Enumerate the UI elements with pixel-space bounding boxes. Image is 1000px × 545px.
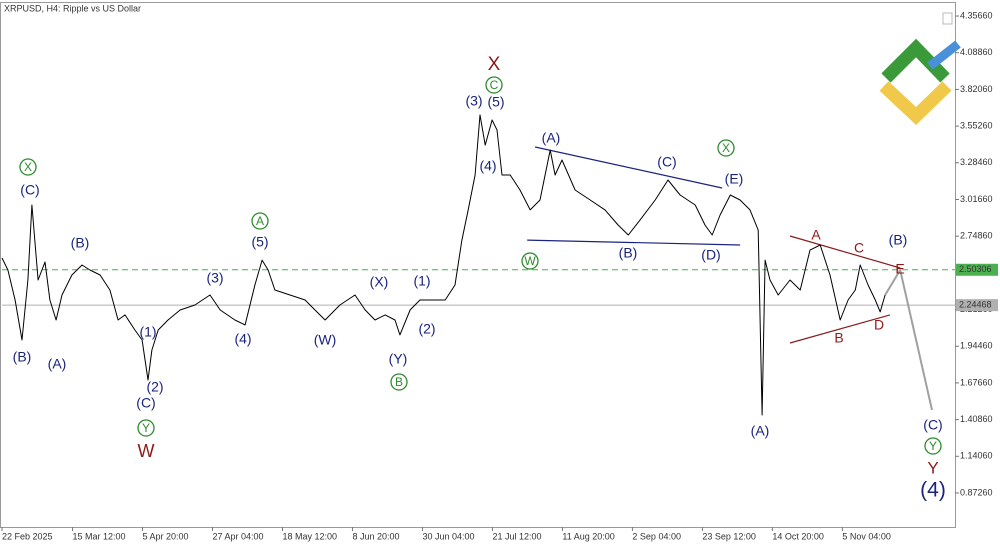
x-tick-label: 5 Nov 04:00: [842, 531, 891, 541]
y-tick-label: 3.55260: [960, 120, 993, 130]
wave-label: D: [874, 317, 884, 333]
wave-label: (B): [619, 245, 638, 261]
wave-circle: [251, 212, 269, 230]
y-tick-label: 2.74860: [960, 231, 993, 241]
x-tick-label: 8 Jun 20:00: [352, 531, 399, 541]
wave-label: B: [834, 330, 843, 346]
overlay-line: [527, 239, 741, 246]
wave-label: Y: [142, 421, 150, 435]
wave-label: Y: [929, 439, 937, 453]
wave-label: (X): [370, 274, 389, 290]
wave-label: (C): [923, 417, 942, 433]
x-tick-label: 11 Aug 20:00: [562, 531, 614, 541]
chart-title: XRPUSD, H4: Ripple vs US Dollar: [4, 3, 141, 13]
wave-circle: [137, 419, 155, 437]
wave-label: (4): [479, 158, 496, 174]
wave-label: C: [490, 78, 499, 92]
wave-label: (3): [465, 93, 482, 109]
wave-label: X: [488, 54, 501, 75]
wave-label: (E): [725, 171, 744, 187]
x-tick-label: 23 Sep 12:00: [702, 531, 756, 541]
y-tick-label: 0.87260: [960, 487, 993, 497]
wave-label: (3): [206, 270, 223, 286]
wave-label: (C): [136, 395, 155, 411]
wave-label: A: [811, 227, 821, 243]
logo-green: [881, 38, 950, 83]
logo-blue: [927, 40, 961, 70]
wave-label: W: [524, 254, 536, 268]
wave-label: (4): [920, 479, 946, 502]
wave-circle: [717, 139, 735, 157]
wave-label: (A): [542, 130, 561, 146]
x-tick-label: 30 Jun 04:00: [422, 531, 474, 541]
wave-label: X: [24, 160, 32, 174]
price-line-series: [1, 114, 886, 416]
y-tick-label: 1.14060: [960, 451, 993, 461]
price-label-box: [956, 263, 998, 276]
wave-label: (2): [418, 321, 435, 337]
y-tick-label: 3.82060: [960, 84, 993, 94]
wave-label: (2): [146, 379, 163, 395]
wave-circle: [924, 437, 942, 455]
wave-label: (B): [889, 232, 908, 248]
overlay-line: [789, 235, 901, 269]
x-tick-label: 18 May 12:00: [282, 531, 337, 541]
y-tick-label: 3.01660: [960, 194, 993, 204]
wave-circle: [521, 252, 539, 270]
wave-label: E: [895, 261, 904, 277]
wave-label: (5): [487, 94, 504, 110]
overlay-line: [789, 314, 891, 344]
x-tick-label: 5 Apr 20:00: [143, 531, 189, 541]
wave-label: (A): [751, 423, 770, 439]
wave-label: (C): [20, 182, 39, 198]
x-tick-label: 21 Jul 12:00: [492, 531, 541, 541]
wave-circle: [390, 373, 408, 391]
plot-frame: [0, 2, 956, 528]
x-tick-label: 14 Oct 20:00: [772, 531, 824, 541]
wave-label: (A): [48, 356, 67, 372]
wave-label: (5): [251, 234, 268, 250]
wave-label: Y: [927, 458, 938, 477]
wave-label: (B): [13, 349, 32, 365]
y-tick-label: 3.28460: [960, 157, 993, 167]
price-label: 2.24468: [959, 300, 992, 310]
overlay-line: [884, 269, 933, 411]
price-label-box: [956, 299, 998, 312]
price-label: 2.50306: [959, 264, 992, 274]
wave-label: (Y): [389, 351, 408, 367]
wave-label: (C): [657, 154, 676, 170]
wave-circle: [19, 158, 37, 176]
x-tick-label: 27 Apr 04:00: [213, 531, 264, 541]
wave-circle: [485, 76, 503, 94]
logo-yellow: [879, 81, 952, 125]
wave-label: (W): [314, 332, 337, 348]
x-tick-label: 15 Mar 12:00: [73, 531, 126, 541]
y-tick-label: 1.94460: [960, 341, 993, 351]
wave-label: (1): [413, 273, 430, 289]
wave-label: (D): [701, 247, 720, 263]
wave-label: B: [395, 375, 403, 389]
toolbar-icon[interactable]: [942, 12, 953, 25]
y-tick-label: 4.35660: [960, 10, 993, 20]
wave-label: C: [854, 240, 864, 256]
logo: [879, 38, 961, 125]
y-tick-label: 1.67660: [960, 377, 993, 387]
wave-label: X: [722, 141, 730, 155]
y-tick-label: 4.08860: [960, 47, 993, 57]
wave-label: (B): [71, 235, 90, 251]
wave-label: (1): [139, 324, 156, 340]
wave-label: A: [256, 214, 264, 228]
wave-label: (4): [234, 331, 251, 347]
x-tick-label: 2 Sep 04:00: [632, 531, 681, 541]
y-tick-label: 1.40860: [960, 414, 993, 424]
overlay-line: [534, 146, 723, 189]
x-tick-label: 22 Feb 2025: [2, 531, 53, 541]
wave-label: W: [138, 441, 155, 461]
